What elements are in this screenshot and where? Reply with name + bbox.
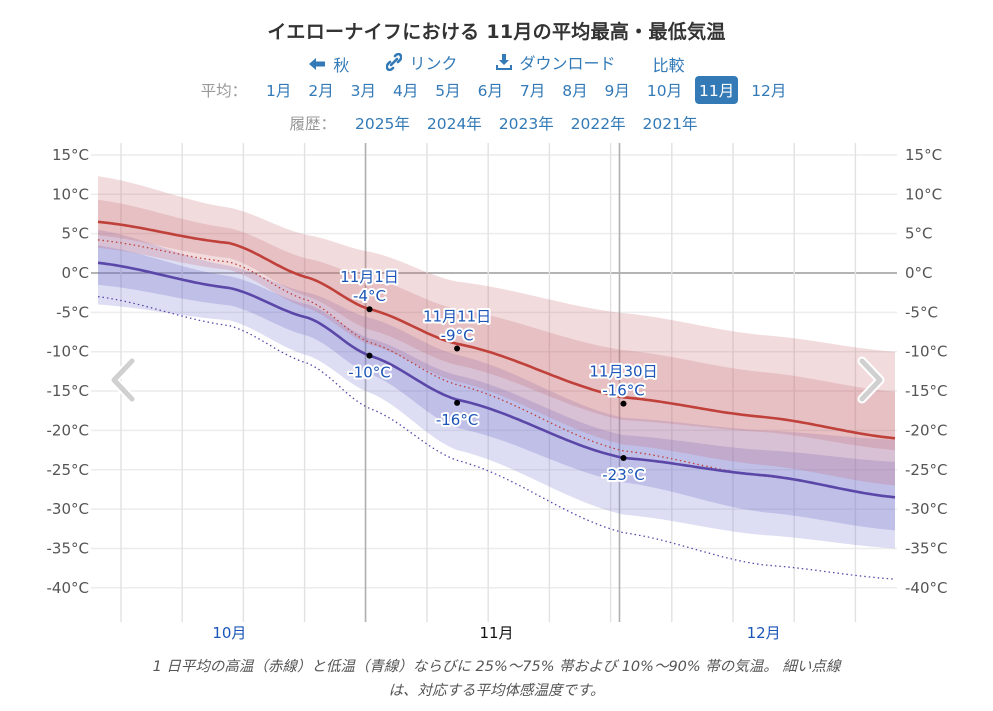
- y-tick-label-right: -25°C: [905, 461, 947, 479]
- annotation-high-value: -16°C: [602, 382, 644, 400]
- history-link-2025[interactable]: 2025年: [354, 115, 410, 133]
- prev-season-link[interactable]: 秋: [308, 52, 349, 76]
- annotation-low-value: -16°C: [436, 411, 478, 429]
- annotation-point-high: [454, 345, 461, 352]
- caption-line-2: は、対応する平均体感温度です。: [388, 683, 605, 699]
- annotation-point-high: [620, 400, 627, 407]
- y-tick-label-right: -40°C: [905, 579, 947, 597]
- y-tick-label-right: -30°C: [905, 500, 947, 518]
- history-label: 履歴：: [289, 115, 337, 133]
- y-tick-label-right: 5°C: [905, 225, 933, 243]
- y-tick-label-left: -35°C: [47, 539, 89, 557]
- month-link-12[interactable]: 12月: [751, 82, 787, 100]
- link-button[interactable]: リンク: [386, 50, 457, 74]
- y-axis-left: 15°C 10°C 5°C 0°C -5°C -10°C -15°C -20°C -25°C -3…: [47, 146, 89, 597]
- low-band-10-90: [98, 229, 895, 549]
- y-tick-label-left: -20°C: [47, 421, 89, 439]
- months-label: 平均：: [200, 82, 248, 100]
- temperature-chart: 15°C 10°C 5°C 0°C -5°C -10°C -15°C -20°C -25°C -3…: [47, 143, 947, 642]
- chart-grid: [91, 143, 897, 622]
- download-button[interactable]: ダウンロード: [495, 50, 616, 74]
- low-temp-line: [97, 261, 896, 499]
- annotation-high-value: -4°C: [353, 287, 386, 305]
- annotation-low-value: -10°C: [348, 364, 390, 382]
- month-link-6[interactable]: 6月: [477, 82, 503, 100]
- action-bar: 秋 リンク ダウンロード 比較: [0, 50, 993, 76]
- month-link-11-selected[interactable]: 11月: [695, 76, 739, 104]
- high-temp-line: [97, 220, 896, 440]
- download-label: ダウンロード: [519, 54, 616, 73]
- month-link-2[interactable]: 2月: [308, 82, 334, 100]
- arrow-left-icon: [309, 58, 326, 70]
- y-tick-label-right: -15°C: [905, 382, 947, 400]
- caption-line-1: 1 日平均の高温（赤線）と低温（青線）ならびに 25%～75% 帯および 10%…: [152, 659, 841, 675]
- low-band-25-75: [98, 245, 895, 531]
- annotation-date: 11月11日: [423, 308, 491, 326]
- chevron-left-icon-stroke[interactable]: [111, 358, 135, 402]
- history-link-2021[interactable]: 2021年: [642, 115, 698, 133]
- chart-navigation: [109, 356, 885, 404]
- y-tick-label-left: 0°C: [61, 264, 89, 282]
- link-icon: [386, 53, 403, 71]
- compare-link[interactable]: 比較: [653, 52, 685, 76]
- annotation-low-value: -23°C: [602, 466, 644, 484]
- chart-caption: 1 日平均の高温（赤線）と低温（青線）ならびに 25%～75% 帯および 10%…: [40, 655, 953, 703]
- y-tick-label-right: -10°C: [905, 343, 947, 361]
- y-tick-label-left: -5°C: [56, 303, 89, 321]
- history-link-2024[interactable]: 2024年: [426, 115, 482, 133]
- month-link-5[interactable]: 5月: [435, 82, 461, 100]
- x-tick-label: 11月: [479, 624, 513, 642]
- chart-bands: [98, 176, 895, 549]
- y-tick-label-right: 10°C: [905, 185, 942, 203]
- month-link-7[interactable]: 7月: [519, 82, 546, 100]
- annotation-date: 11月30日: [589, 363, 657, 381]
- y-tick-label-right: -5°C: [905, 303, 938, 321]
- annotation-point-low: [366, 352, 373, 359]
- y-tick-label-left: -30°C: [47, 500, 89, 518]
- month-link-10[interactable]: 10月: [646, 82, 683, 100]
- y-tick-label-left: -25°C: [47, 461, 89, 479]
- page-title: イエローナイフにおける 11月の平均最高・最低気温: [267, 21, 726, 43]
- x-tick-label: 12月: [747, 624, 781, 642]
- download-icon: [495, 54, 512, 70]
- history-link-2023[interactable]: 2023年: [498, 115, 554, 133]
- annotations: 11月1日-4°C-10°C11月11日-9°C-16°C11月30日-16°C…: [338, 266, 659, 486]
- month-link-3[interactable]: 3月: [350, 82, 377, 100]
- month-link-4[interactable]: 4月: [392, 82, 419, 100]
- annotation-points: [366, 306, 627, 461]
- y-tick-label-left: -15°C: [47, 382, 89, 400]
- compare-label: 比較: [652, 56, 685, 75]
- y-tick-label-left: 5°C: [61, 225, 89, 243]
- x-tick-label: 10月: [212, 624, 246, 642]
- chart-lines: [97, 220, 896, 580]
- y-tick-label-left: -40°C: [47, 579, 89, 597]
- month-link-1[interactable]: 1月: [266, 82, 292, 100]
- high-band-25-75: [98, 199, 895, 451]
- y-tick-label-right: -20°C: [905, 421, 947, 439]
- history-selector: 履歴： 2025年 2024年 2023年 2022年 2021年: [0, 109, 993, 137]
- y-tick-label-right: 15°C: [905, 146, 942, 164]
- prev-season-label: 秋: [333, 56, 350, 75]
- month-link-8[interactable]: 8月: [562, 82, 588, 100]
- y-tick-label-right: -35°C: [905, 539, 947, 557]
- chevron-right-icon-stroke[interactable]: [859, 358, 883, 402]
- annotation-date: 11月1日: [340, 268, 399, 286]
- y-tick-label-left: 10°C: [52, 185, 89, 203]
- y-tick-label-left: -10°C: [47, 343, 89, 361]
- x-axis: 10月 11月 12月: [212, 624, 780, 642]
- annotation-high-value: -9°C: [441, 327, 474, 345]
- annotation-point-high: [366, 306, 373, 313]
- month-selector: 平均： 1月 2月 3月 4月 5月 6月 7月 8月 9月 10月 11月 1…: [0, 76, 993, 104]
- month-link-9[interactable]: 9月: [604, 82, 630, 100]
- y-tick-label-left: 15°C: [52, 146, 89, 164]
- history-link-2022[interactable]: 2022年: [570, 115, 626, 133]
- y-tick-label-right: 0°C: [905, 264, 933, 282]
- annotation-point-low: [620, 454, 627, 461]
- y-axis-right: 15°C 10°C 5°C 0°C -5°C -10°C -15°C -20°C -25°C -3…: [905, 146, 947, 597]
- annotation-point-low: [454, 399, 461, 406]
- link-label: リンク: [409, 54, 458, 73]
- feels-like-low-line: [97, 295, 896, 580]
